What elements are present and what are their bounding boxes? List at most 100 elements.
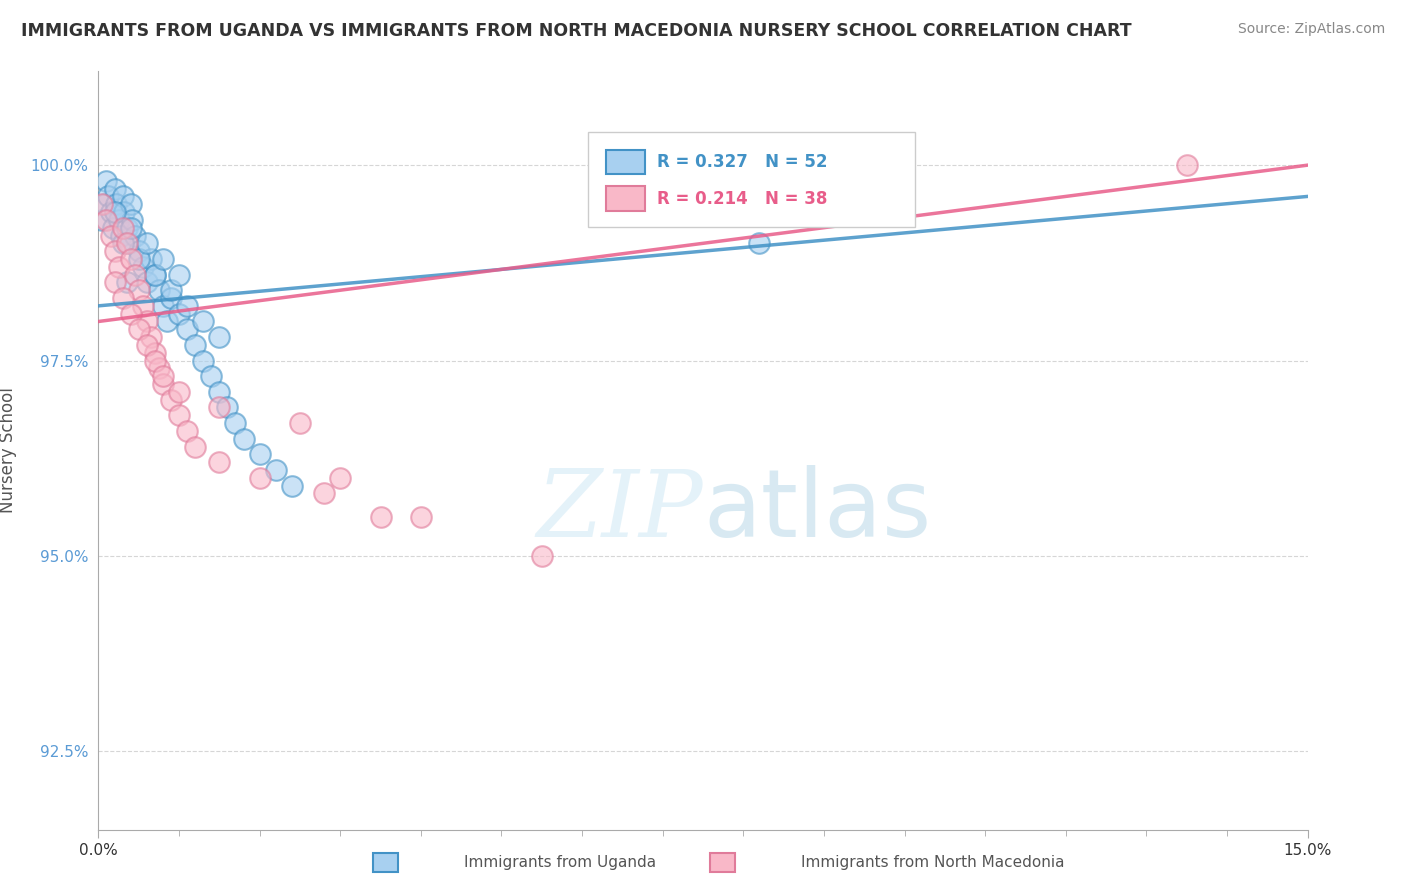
- Point: [115, 236, 138, 251]
- Point: [103, 181, 125, 195]
- Point: [208, 330, 231, 344]
- Point: [118, 236, 141, 251]
- Point: [115, 276, 138, 290]
- Point: [176, 299, 198, 313]
- Point: [97, 189, 120, 203]
- Point: [167, 384, 190, 399]
- Point: [208, 401, 231, 415]
- Point: [249, 471, 271, 485]
- Point: [156, 314, 179, 328]
- Point: [232, 432, 254, 446]
- Point: [329, 471, 352, 485]
- Point: [139, 252, 162, 266]
- Point: [96, 212, 118, 227]
- FancyBboxPatch shape: [588, 132, 915, 227]
- Point: [148, 361, 170, 376]
- Point: [128, 283, 150, 297]
- Point: [110, 228, 132, 243]
- Point: [184, 338, 207, 352]
- Point: [176, 322, 198, 336]
- Point: [152, 299, 174, 313]
- Point: [121, 212, 143, 227]
- Point: [1175, 158, 1198, 172]
- Point: [217, 401, 239, 415]
- Point: [103, 205, 125, 219]
- Point: [135, 314, 157, 328]
- Point: [100, 228, 122, 243]
- Point: [135, 276, 157, 290]
- Point: [370, 509, 392, 524]
- Point: [530, 549, 553, 563]
- Point: [409, 509, 432, 524]
- Point: [111, 291, 134, 305]
- Point: [96, 174, 118, 188]
- Point: [103, 244, 125, 259]
- Point: [193, 314, 215, 328]
- Point: [748, 236, 770, 251]
- Point: [184, 440, 207, 454]
- Point: [100, 205, 122, 219]
- FancyBboxPatch shape: [606, 150, 645, 174]
- Point: [152, 377, 174, 392]
- Point: [132, 299, 155, 313]
- Text: Source: ZipAtlas.com: Source: ZipAtlas.com: [1237, 22, 1385, 37]
- Point: [135, 236, 157, 251]
- Point: [103, 276, 125, 290]
- Text: ZIP: ZIP: [536, 467, 703, 556]
- Text: atlas: atlas: [703, 465, 931, 558]
- Point: [124, 268, 146, 282]
- Point: [167, 268, 190, 282]
- Text: Immigrants from Uganda: Immigrants from Uganda: [464, 855, 657, 870]
- Point: [139, 330, 162, 344]
- Point: [143, 268, 166, 282]
- Point: [160, 392, 183, 407]
- Point: [167, 307, 190, 321]
- Point: [143, 345, 166, 359]
- Point: [135, 338, 157, 352]
- Point: [143, 353, 166, 368]
- Point: [112, 205, 135, 219]
- Point: [167, 409, 190, 423]
- Point: [120, 252, 142, 266]
- Point: [111, 220, 134, 235]
- Point: [124, 228, 146, 243]
- Point: [160, 283, 183, 297]
- Point: [176, 424, 198, 438]
- Point: [288, 416, 311, 430]
- Text: IMMIGRANTS FROM UGANDA VS IMMIGRANTS FROM NORTH MACEDONIA NURSERY SCHOOL CORRELA: IMMIGRANTS FROM UGANDA VS IMMIGRANTS FRO…: [21, 22, 1132, 40]
- Point: [91, 212, 114, 227]
- Point: [200, 369, 222, 384]
- Point: [91, 197, 114, 211]
- Point: [111, 236, 134, 251]
- Point: [128, 244, 150, 259]
- Point: [120, 307, 142, 321]
- FancyBboxPatch shape: [606, 186, 645, 211]
- Point: [115, 220, 138, 235]
- Point: [148, 283, 170, 297]
- Point: [208, 384, 231, 399]
- Point: [105, 197, 128, 211]
- Point: [111, 189, 134, 203]
- Point: [208, 455, 231, 469]
- Point: [107, 212, 129, 227]
- Point: [101, 220, 124, 235]
- Y-axis label: Nursery School: Nursery School: [0, 387, 17, 514]
- Point: [224, 416, 246, 430]
- Point: [128, 322, 150, 336]
- Text: R = 0.327   N = 52: R = 0.327 N = 52: [657, 153, 828, 171]
- Point: [281, 478, 304, 492]
- Point: [143, 268, 166, 282]
- Text: R = 0.214   N = 38: R = 0.214 N = 38: [657, 190, 827, 208]
- Text: Immigrants from North Macedonia: Immigrants from North Macedonia: [801, 855, 1064, 870]
- Point: [120, 220, 142, 235]
- Point: [314, 486, 336, 500]
- Point: [94, 197, 117, 211]
- Point: [120, 197, 142, 211]
- Point: [152, 369, 174, 384]
- Point: [160, 291, 183, 305]
- Point: [264, 463, 287, 477]
- Point: [193, 353, 215, 368]
- Point: [132, 260, 155, 274]
- Point: [128, 252, 150, 266]
- Point: [249, 447, 271, 461]
